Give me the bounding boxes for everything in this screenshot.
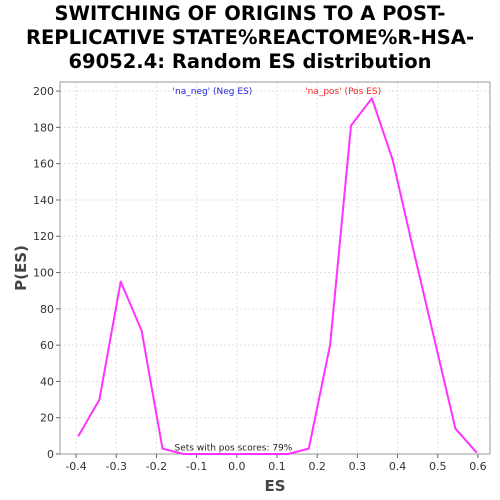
data-point xyxy=(454,427,457,430)
chart-title-line-3: 69052.4: Random ES distribution xyxy=(68,50,432,73)
x-tick-label: -0.4 xyxy=(65,460,86,473)
y-axis-ticks: 0 20 40 60 80 100 120 140 160 180 200 xyxy=(33,85,60,461)
x-tick-label: 0.1 xyxy=(268,460,286,473)
chart-title-line-2: REPLICATIVE STATE%REACTOME%R-HSA- xyxy=(25,26,475,49)
x-tick-label: 0.5 xyxy=(429,460,447,473)
legend-pos-es: 'na_pos' (Pos ES) xyxy=(305,87,381,97)
data-point xyxy=(307,447,310,450)
data-point xyxy=(412,249,415,252)
pos-scores-annotation: Sets with pos scores: 79% xyxy=(175,443,293,453)
data-point xyxy=(182,453,185,455)
x-tick-label: 0.4 xyxy=(389,460,407,473)
y-tick-label: 200 xyxy=(33,85,54,98)
chart-title: SWITCHING OF ORIGINS TO A POST- REPLICAT… xyxy=(0,2,500,74)
grid-lines xyxy=(60,82,490,455)
legend: 'na_neg' (Neg ES) 'na_pos' (Pos ES) xyxy=(173,87,382,97)
data-point xyxy=(475,451,478,453)
data-point xyxy=(161,447,164,450)
y-tick-label: 20 xyxy=(40,412,54,425)
y-tick-label: 180 xyxy=(33,121,54,134)
x-tick-label: -0.2 xyxy=(146,460,167,473)
data-point xyxy=(119,280,122,283)
data-point xyxy=(371,97,373,100)
series-group xyxy=(77,97,478,455)
data-point xyxy=(350,124,352,127)
y-axis-label: P(ES) xyxy=(12,245,30,291)
data-point xyxy=(433,338,436,341)
data-point xyxy=(203,453,206,455)
data-point xyxy=(391,159,394,161)
x-axis-label: ES xyxy=(264,477,285,495)
data-point xyxy=(329,344,331,346)
data-point xyxy=(287,453,289,455)
y-tick-label: 60 xyxy=(40,339,54,352)
data-point xyxy=(77,435,80,437)
x-tick-label: 0.0 xyxy=(228,460,246,473)
data-point xyxy=(245,453,247,455)
x-tick-label: -0.3 xyxy=(106,460,127,473)
x-tick-label: 0.3 xyxy=(349,460,367,473)
y-tick-label: 160 xyxy=(33,158,54,171)
x-tick-label: 0.2 xyxy=(308,460,326,473)
y-tick-label: 100 xyxy=(33,267,54,280)
data-point xyxy=(140,329,143,332)
legend-neg-es: 'na_neg' (Neg ES) xyxy=(173,87,253,97)
data-point xyxy=(224,453,226,455)
x-tick-label: -0.1 xyxy=(186,460,207,473)
plot-area xyxy=(59,81,491,455)
data-point xyxy=(98,398,101,401)
es-distribution-line xyxy=(77,97,478,455)
x-axis-ticks: -0.4 -0.3 -0.2 -0.1 0.0 0.1 0.2 0.3 0.4 0.5 0.6 xyxy=(65,454,487,473)
y-tick-label: 80 xyxy=(40,303,54,316)
y-tick-label: 40 xyxy=(40,375,54,388)
chart-title-line-1: SWITCHING OF ORIGINS TO A POST- xyxy=(54,2,446,25)
y-tick-label: 140 xyxy=(33,194,54,207)
y-tick-label: 0 xyxy=(47,448,54,461)
y-tick-label: 120 xyxy=(33,230,54,243)
x-tick-label: 0.6 xyxy=(469,460,487,473)
data-point xyxy=(266,453,268,455)
